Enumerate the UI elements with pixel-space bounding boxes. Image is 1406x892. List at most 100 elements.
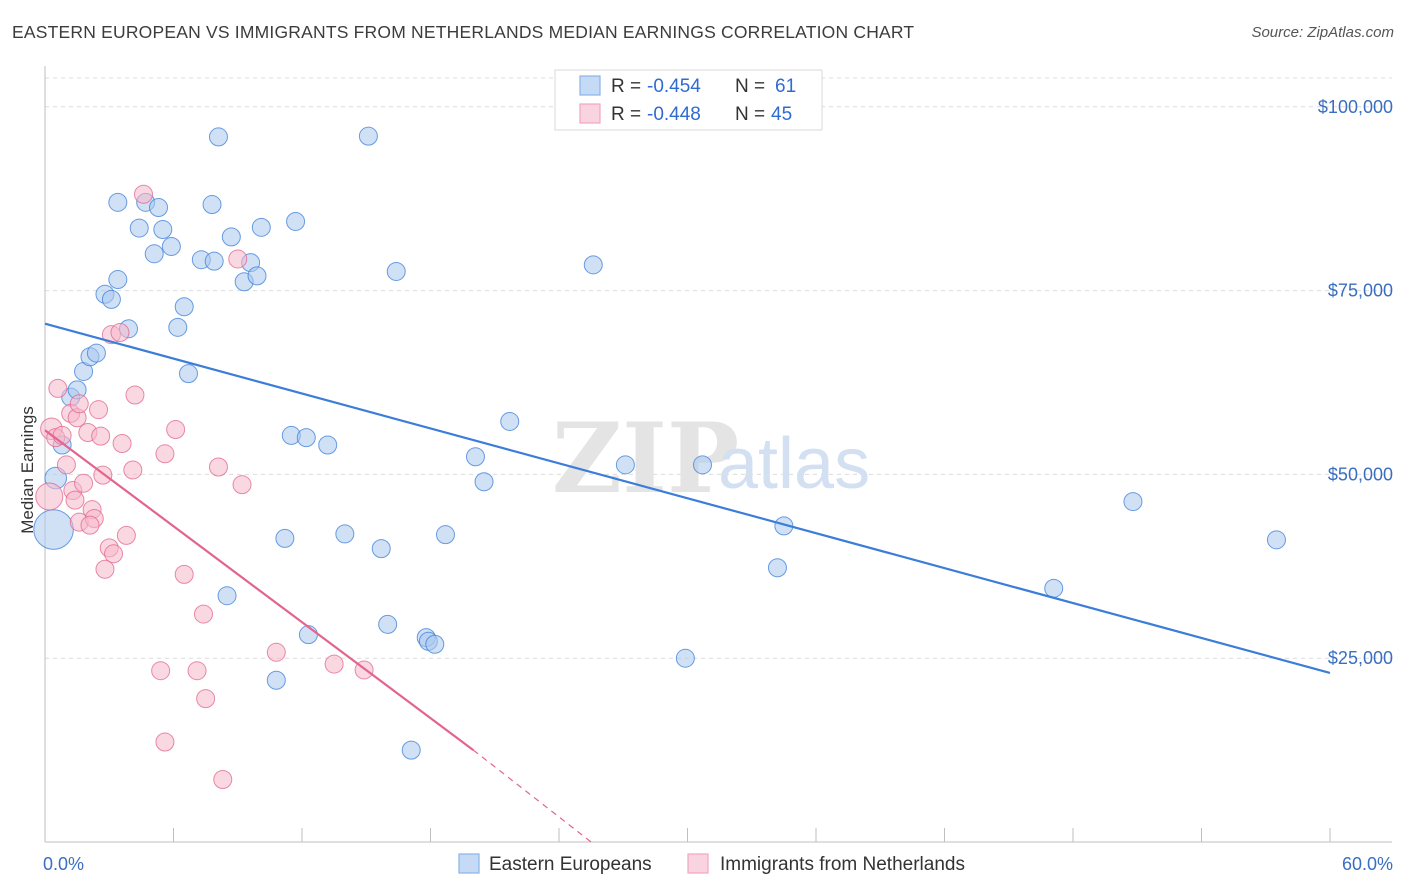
netherlands-point-26: [116, 525, 136, 545]
eastern-point-60: [217, 586, 237, 606]
netherlands-point-38: [208, 457, 228, 477]
eastern-point-47: [425, 634, 445, 654]
eastern-point-23: [202, 195, 222, 215]
eastern-point-30: [251, 217, 271, 237]
eastern-point-58: [1123, 492, 1143, 512]
eastern-europeans-points: [33, 126, 1286, 760]
watermark-atlas: atlas: [718, 424, 870, 504]
netherlands-point-36: [193, 604, 213, 624]
eastern-point-10: [108, 270, 128, 290]
eastern-point-51: [500, 411, 520, 431]
eastern-point-43: [378, 614, 398, 634]
netherlands-point-35: [187, 661, 207, 681]
eastern-point-15: [144, 244, 164, 264]
eastern-point-21: [178, 364, 198, 384]
eastern-point-57: [1044, 578, 1064, 598]
netherlands-point-37: [196, 689, 216, 709]
legend-r-label-2: R =: [611, 104, 641, 125]
netherlands-point-25: [112, 434, 132, 454]
eastern-point-20: [174, 297, 194, 317]
series-label-eastern: Eastern Europeans: [489, 854, 652, 875]
eastern-point-25: [208, 127, 228, 147]
netherlands-point-28: [125, 385, 145, 405]
eastern-point-59: [1266, 530, 1286, 550]
netherlands-point-42: [266, 642, 286, 662]
netherlands-point-34: [174, 564, 194, 584]
eastern-point-39: [298, 625, 318, 645]
netherlands-point-0: [35, 482, 64, 511]
trend-line-netherlands: [44, 429, 474, 751]
netherlands-point-10: [69, 394, 89, 414]
netherlands-point-41: [232, 475, 252, 495]
netherlands-point-33: [166, 420, 186, 440]
netherlands-point-27: [123, 460, 143, 480]
netherlands-point-39: [213, 770, 233, 790]
y-tick-labels: $25,000 $50,000 $75,000 $100,000: [1318, 97, 1393, 668]
eastern-point-49: [465, 447, 485, 467]
eastern-point-9: [101, 289, 121, 309]
legend-r-value-1: -0.454: [647, 76, 701, 97]
chart-source: Source: ZipAtlas.com: [1251, 24, 1394, 41]
watermark: ZIP atlas: [552, 402, 870, 515]
netherlands-point-18: [91, 426, 111, 446]
y-tick-label-2: $75,000: [1328, 281, 1393, 301]
eastern-point-50: [474, 472, 494, 492]
netherlands-point-22: [104, 544, 124, 564]
eastern-point-18: [161, 236, 181, 256]
netherlands-point-3: [48, 378, 68, 398]
netherlands-point-29: [134, 184, 154, 204]
correlation-legend: R = -0.454 N = 61 R = -0.448 N = 45: [554, 69, 823, 131]
eastern-point-0: [33, 509, 74, 550]
legend-n-value-1: 61: [775, 76, 796, 97]
series-swatch-netherlands: [687, 853, 709, 874]
eastern-point-7: [86, 343, 106, 363]
eastern-point-13: [129, 218, 149, 238]
netherlands-point-31: [155, 732, 175, 752]
netherlands-point-30: [151, 661, 171, 681]
legend-swatch-netherlands: [579, 103, 601, 124]
eastern-point-41: [335, 524, 355, 544]
legend-swatch-eastern: [579, 75, 601, 96]
eastern-point-12: [108, 192, 128, 212]
x-tick-label-0: 0.0%: [43, 854, 84, 874]
netherlands-point-24: [110, 322, 130, 342]
series-label-netherlands: Immigrants from Netherlands: [720, 854, 965, 875]
eastern-point-32: [358, 126, 378, 146]
x-tick-labels: 0.0% 60.0%: [43, 854, 1393, 874]
y-tick-label-0: $25,000: [1328, 648, 1393, 668]
watermark-zip: ZIP: [552, 402, 739, 515]
series-swatch-eastern: [458, 853, 480, 874]
y-tick-label-1: $50,000: [1328, 464, 1393, 484]
trend-line-eastern: [44, 322, 1331, 674]
axes: [44, 66, 1392, 843]
eastern-point-48: [435, 525, 455, 545]
legend-r-label-1: R =: [611, 76, 641, 97]
eastern-point-35: [266, 670, 286, 690]
netherlands-point-43: [324, 654, 344, 674]
eastern-point-17: [153, 220, 173, 240]
legend-n-label-2: N =: [735, 104, 765, 125]
legend-r-value-2: -0.448: [647, 104, 701, 125]
netherlands-point-12: [74, 473, 94, 493]
legend-n-value-2: 45: [771, 104, 792, 125]
y-axis-label: Median Earnings: [18, 406, 37, 534]
eastern-point-55: [767, 558, 787, 578]
eastern-point-40: [318, 435, 338, 455]
eastern-point-24: [204, 251, 224, 271]
eastern-point-29: [247, 266, 267, 286]
eastern-point-54: [692, 455, 712, 475]
netherlands-point-17: [89, 400, 109, 420]
eastern-point-33: [386, 261, 406, 281]
eastern-point-42: [371, 539, 391, 559]
eastern-point-44: [401, 740, 421, 760]
eastern-point-26: [221, 227, 241, 247]
netherlands-points: [35, 184, 374, 790]
chart-title: EASTERN EUROPEAN VS IMMIGRANTS FROM NETH…: [12, 22, 915, 42]
netherlands-point-5: [56, 455, 76, 475]
netherlands-point-8: [65, 490, 85, 510]
eastern-point-38: [296, 428, 316, 448]
netherlands-point-32: [155, 444, 175, 464]
x-tick-label-1: 60.0%: [1342, 854, 1393, 874]
trend-line-netherlands-extension: [472, 749, 592, 843]
